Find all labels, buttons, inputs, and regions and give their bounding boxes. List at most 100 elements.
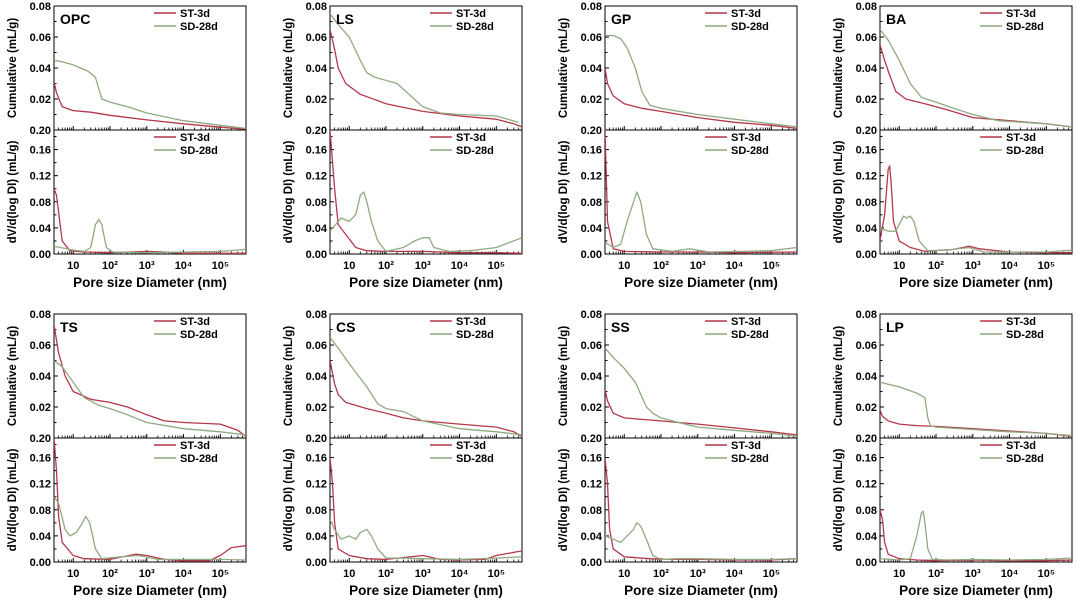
- panel-title: LS: [336, 11, 354, 27]
- x-tick-label: 10²: [102, 568, 118, 580]
- y-tick-label: 0.12: [306, 171, 327, 183]
- legend-label: ST-3d: [1006, 316, 1036, 328]
- panel-title: CS: [336, 319, 355, 335]
- legend-label: ST-3d: [1006, 132, 1036, 144]
- y-tick-label: 0.06: [306, 340, 327, 352]
- series-line-st-3d: [880, 509, 1072, 562]
- cumulative-plot: 0.20 0.02 0.04 0.06 0.08 Cumulative (mL/g) ST-…: [283, 1, 523, 137]
- series-line-st-3d: [880, 165, 1072, 254]
- y-tick-label: 0.00: [856, 249, 877, 261]
- y-tick-label: 0.06: [306, 32, 327, 44]
- series-line-sd-28d: [330, 191, 522, 253]
- series-line-sd-28d: [54, 59, 246, 130]
- legend-label: ST-3d: [456, 316, 486, 328]
- y-tick-label: 0.08: [581, 1, 602, 13]
- differential-y-label: dV/d(log DI) (mL/g): [7, 140, 19, 243]
- legend-label: ST-3d: [456, 8, 486, 20]
- legend-label: ST-3d: [731, 316, 761, 328]
- cumulative-y-label: Cumulative (mL/g): [558, 326, 570, 426]
- series-line-st-3d: [605, 130, 797, 254]
- cumulative-y-label: Cumulative (mL/g): [558, 18, 570, 118]
- y-tick-label: 0.06: [581, 340, 602, 352]
- y-tick-label: 0.12: [306, 479, 327, 491]
- legend-label: ST-3d: [1006, 440, 1036, 452]
- cumulative-plot: 0.20 0.02 0.04 0.06 0.08 Cumulative (mL/g) ST-…: [7, 1, 247, 137]
- y-tick-label: 0.00: [581, 557, 602, 569]
- y-tick-label: 0.12: [856, 171, 877, 183]
- differential-frame: [53, 129, 247, 255]
- series-line-st-3d: [54, 81, 246, 130]
- x-tick-label: 10³: [965, 260, 981, 272]
- panel-title: GP: [611, 11, 631, 27]
- legend-label: ST-3d: [180, 8, 210, 20]
- series-line-st-3d: [605, 389, 797, 436]
- x-axis-label: Pore size Diameter (nm): [624, 275, 778, 290]
- y-tick-label: 0.08: [581, 197, 602, 209]
- cumulative-plot: 0.20 0.02 0.04 0.06 0.08 Cumulative (mL/g) ST-…: [7, 309, 247, 445]
- differential-frame: [604, 437, 798, 563]
- y-tick-label: 0.04: [581, 223, 603, 235]
- x-tick-label: 10: [618, 260, 630, 272]
- differential-plot: 0.00 0.04 0.08 0.12 0.16 10 10² 10³ 10⁴ 10⁵ dV/d(l…: [558, 437, 798, 580]
- differential-plot: 0.00 0.04 0.08 0.12 0.16 10 10² 10³ 10⁴ 10⁵ dV/d(l…: [833, 129, 1073, 272]
- x-tick-label: 10: [343, 568, 355, 580]
- y-tick-label: 0.12: [581, 479, 602, 491]
- y-tick-label: 0.16: [581, 453, 602, 465]
- y-tick-label: 0.08: [306, 505, 327, 517]
- legend-label: ST-3d: [1006, 8, 1036, 20]
- legend-label: ST-3d: [731, 8, 761, 20]
- x-axis-label: Pore size Diameter (nm): [349, 275, 503, 290]
- legend-label: SD-28d: [731, 329, 769, 341]
- x-axis-label: Pore size Diameter (nm): [73, 275, 227, 290]
- panel-ss: 0.20 0.02 0.04 0.06 0.08 Cumulative (mL/g) ST-…: [558, 309, 798, 598]
- x-tick-label: 10³: [690, 260, 706, 272]
- panel-gp: 0.20 0.02 0.04 0.06 0.08 Cumulative (mL/g) ST-…: [558, 1, 798, 290]
- y-tick-label: 0.20: [856, 433, 877, 445]
- legend-label: SD-28d: [180, 145, 218, 157]
- x-axis-label: Pore size Diameter (nm): [349, 583, 503, 598]
- differential-y-label: dV/d(log DI) (mL/g): [558, 140, 570, 243]
- x-tick-label: 10⁴: [175, 260, 193, 272]
- legend-label: ST-3d: [456, 440, 486, 452]
- cumulative-plot: 0.20 0.02 0.04 0.06 0.08 Cumulative (mL/g) ST-…: [283, 309, 523, 445]
- x-tick-label: 10⁵: [212, 568, 229, 580]
- y-tick-label: 0.16: [306, 145, 327, 157]
- x-tick-label: 10⁴: [726, 260, 744, 272]
- x-tick-label: 10: [618, 568, 630, 580]
- legend-label: ST-3d: [180, 316, 210, 328]
- y-tick-label: 0.16: [30, 145, 51, 157]
- y-tick-label: 0.02: [856, 94, 877, 106]
- cumulative-y-label: Cumulative (mL/g): [833, 326, 845, 426]
- series-line-st-3d: [330, 29, 522, 128]
- x-tick-label: 10⁴: [175, 568, 193, 580]
- panel-opc: 0.20 0.02 0.04 0.06 0.08 Cumulative (mL/g) ST-…: [7, 1, 247, 290]
- legend-label: SD-28d: [456, 21, 494, 33]
- y-tick-label: 0.02: [581, 402, 602, 414]
- series-line-st-3d: [54, 438, 246, 562]
- y-tick-label: 0.06: [856, 340, 877, 352]
- x-tick-label: 10³: [965, 568, 981, 580]
- series-line-sd-28d: [880, 28, 1072, 128]
- series-line-st-3d: [330, 360, 522, 437]
- differential-plot: 0.00 0.04 0.08 0.12 0.16 10 10² 10³ 10⁴ 10⁵ dV/d(l…: [7, 129, 247, 272]
- differential-y-label: dV/d(log DI) (mL/g): [7, 448, 19, 551]
- x-axis-label: Pore size Diameter (nm): [73, 583, 227, 598]
- y-tick-label: 0.20: [856, 125, 877, 137]
- y-tick-label: 0.08: [30, 197, 51, 209]
- differential-plot: 0.00 0.04 0.08 0.12 0.16 10 10² 10³ 10⁴ 10⁵ dV/d(l…: [7, 437, 247, 580]
- y-tick-label: 0.08: [306, 1, 327, 13]
- panel-title: SS: [611, 319, 630, 335]
- y-tick-label: 0.20: [306, 433, 327, 445]
- legend-label: ST-3d: [180, 132, 210, 144]
- series-line-st-3d: [605, 457, 797, 561]
- y-tick-label: 0.00: [306, 557, 327, 569]
- differential-frame: [879, 437, 1073, 563]
- x-tick-label: 10²: [378, 568, 394, 580]
- legend-label: ST-3d: [731, 132, 761, 144]
- legend-label: SD-28d: [731, 145, 769, 157]
- series-line-st-3d: [54, 324, 246, 437]
- y-tick-label: 0.20: [581, 433, 602, 445]
- differential-plot: 0.00 0.04 0.08 0.12 0.16 10 10² 10³ 10⁴ 10⁵ dV/d(l…: [283, 129, 523, 272]
- y-tick-label: 0.04: [306, 63, 328, 75]
- y-tick-label: 0.02: [30, 402, 51, 414]
